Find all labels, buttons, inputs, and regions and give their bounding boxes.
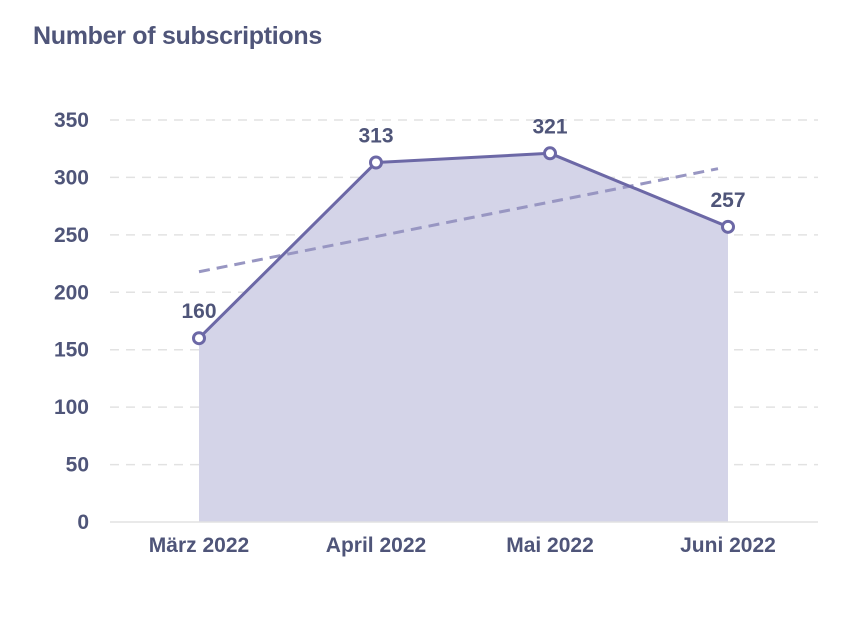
y-axis-ticks: 0 50 100 150 200 250 300 350	[54, 109, 89, 534]
series-area	[199, 153, 728, 522]
y-tick-label: 50	[66, 454, 89, 477]
x-tick-label: Mai 2022	[506, 534, 594, 557]
data-point	[369, 155, 383, 170]
y-tick-label: 350	[54, 109, 89, 132]
chart-title: Number of subscriptions	[33, 22, 322, 50]
y-tick-label: 200	[54, 281, 89, 304]
x-axis-ticks: März 2022 April 2022 Mai 2022 Juni 2022	[149, 534, 776, 557]
y-tick-label: 300	[54, 166, 89, 189]
data-label: 313	[358, 124, 393, 147]
data-label: 321	[532, 115, 567, 138]
x-tick-label: April 2022	[326, 534, 426, 557]
data-points	[192, 146, 735, 346]
x-tick-label: März 2022	[149, 534, 249, 557]
series-line	[197, 151, 729, 340]
y-tick-label: 0	[77, 511, 89, 534]
x-tick-label: Juni 2022	[680, 534, 776, 557]
data-point	[721, 219, 735, 234]
data-point	[543, 146, 557, 161]
y-tick-label: 250	[54, 224, 89, 247]
data-point	[192, 331, 206, 346]
y-tick-label: 100	[54, 396, 89, 419]
data-label: 257	[710, 189, 745, 212]
y-tick-label: 150	[54, 339, 89, 362]
data-labels: 160 313 321 257	[181, 115, 745, 323]
data-label: 160	[181, 300, 216, 323]
